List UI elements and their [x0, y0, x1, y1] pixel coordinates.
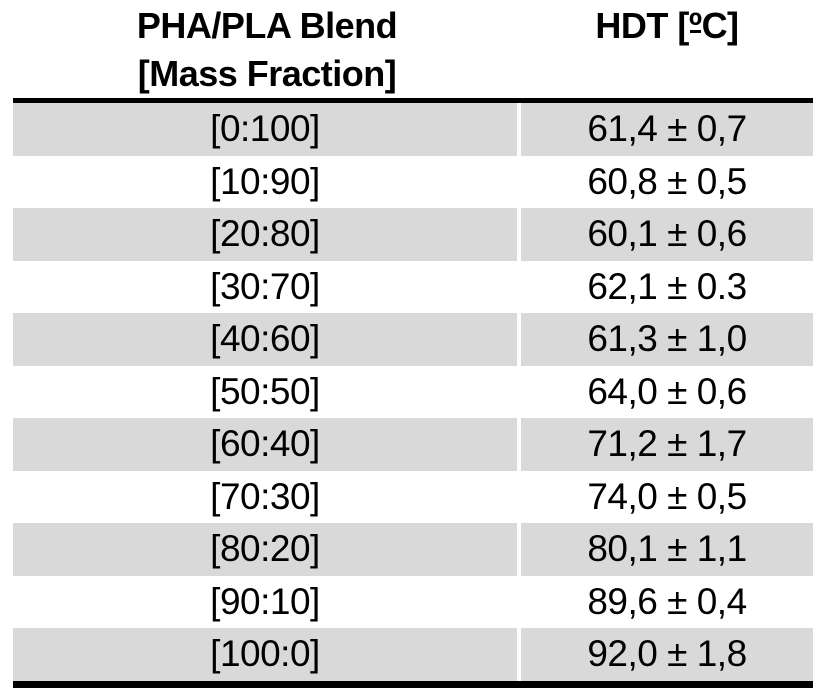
hdt-cell: 61,3 ± 1,0: [521, 313, 813, 366]
hdt-cell: 74,0 ± 0,5: [587, 475, 747, 517]
blend-cell: [0:100]: [13, 103, 521, 156]
blend-cell: [90:10]: [13, 575, 521, 628]
blend-cell: [40:60]: [13, 313, 521, 366]
hdt-cell: 60,1 ± 0,6: [521, 208, 813, 261]
hdt-label-suffix: C]: [701, 5, 740, 46]
hdt-table: PHA/PLA Blend [Mass Fraction] HDT [ºC] […: [13, 0, 813, 688]
hdt-label-prefix: HDT [: [595, 5, 689, 46]
table-row: [80:20] 80,1 ± 1,1: [13, 523, 813, 576]
table-row: [50:50] 64,0 ± 0,6: [13, 365, 813, 418]
table-row: [70:30] 74,0 ± 0,5: [13, 470, 813, 523]
hdt-cell: 71,2 ± 1,7: [521, 418, 813, 471]
hdt-cell: 92,0 ± 1,8: [521, 628, 813, 681]
table-row: [40:60] 61,3 ± 1,0: [13, 313, 813, 366]
table-row: [100:0] 92,0 ± 1,8: [13, 628, 813, 681]
hdt-cell: 64,0 ± 0,6: [587, 370, 747, 412]
table-row: [90:10] 89,6 ± 0,4: [13, 575, 813, 628]
blend-cell: [10:90]: [13, 155, 521, 208]
table-row: [60:40] 71,2 ± 1,7: [13, 418, 813, 471]
hdt-cell: 62,1 ± 0.3: [587, 265, 747, 307]
blend-cell: [70:30]: [13, 470, 521, 523]
column-header-blend: PHA/PLA Blend [Mass Fraction]: [13, 2, 521, 98]
column-header-hdt: HDT [ºC]: [521, 2, 813, 50]
blend-cell: [20:80]: [13, 208, 521, 261]
table-row: [10:90] 60,8 ± 0,5: [13, 155, 813, 208]
ordinal-degree-symbol: º: [689, 2, 702, 50]
blend-cell: [60:40]: [13, 418, 521, 471]
table-row: [20:80] 60,1 ± 0,6: [13, 208, 813, 261]
column-header-blend-line2: [Mass Fraction]: [137, 53, 397, 94]
blend-cell: [80:20]: [13, 523, 521, 576]
blend-cell: [100:0]: [13, 628, 521, 681]
blend-cell: [30:70]: [13, 260, 521, 313]
column-header-hdt-label: HDT [ºC]: [521, 2, 813, 50]
table-row: [0:100] 61,4 ± 0,7: [13, 103, 813, 156]
table-body: [0:100] 61,4 ± 0,7 [10:90] 60,8 ± 0,5 [20:80…: [13, 103, 813, 688]
table-header-row: PHA/PLA Blend [Mass Fraction] HDT [ºC]: [13, 0, 813, 103]
hdt-cell: 80,1 ± 1,1: [521, 523, 813, 576]
hdt-cell: 61,4 ± 0,7: [521, 103, 813, 156]
column-header-blend-line1: PHA/PLA Blend: [136, 5, 398, 46]
blend-cell: [50:50]: [13, 365, 521, 418]
table-row: [30:70] 62,1 ± 0.3: [13, 260, 813, 313]
hdt-cell: 60,8 ± 0,5: [587, 160, 747, 202]
hdt-cell: 89,6 ± 0,4: [587, 580, 747, 622]
